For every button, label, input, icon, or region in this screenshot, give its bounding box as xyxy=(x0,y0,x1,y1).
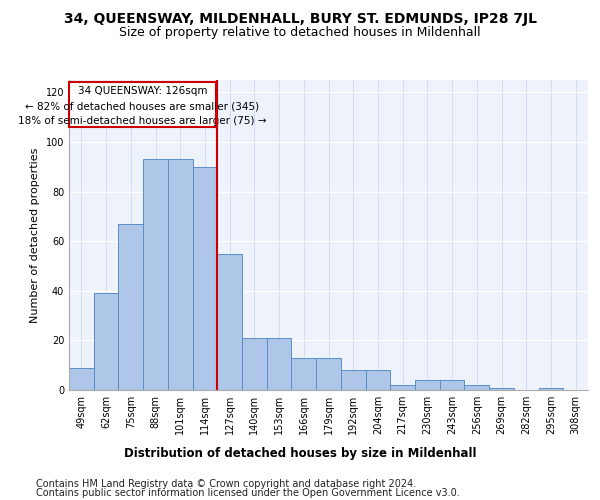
Text: 34 QUEENSWAY: 126sqm: 34 QUEENSWAY: 126sqm xyxy=(78,86,207,96)
Text: Contains HM Land Registry data © Crown copyright and database right 2024.: Contains HM Land Registry data © Crown c… xyxy=(36,479,416,489)
Text: 18% of semi-detached houses are larger (75) →: 18% of semi-detached houses are larger (… xyxy=(18,116,267,126)
Bar xyxy=(365,370,390,390)
Bar xyxy=(143,160,168,390)
Bar xyxy=(168,160,193,390)
Text: Distribution of detached houses by size in Mildenhall: Distribution of detached houses by size … xyxy=(124,448,476,460)
Bar xyxy=(390,385,415,390)
Bar xyxy=(267,338,292,390)
Text: ← 82% of detached houses are smaller (345): ← 82% of detached houses are smaller (34… xyxy=(25,101,260,111)
Bar xyxy=(341,370,365,390)
FancyBboxPatch shape xyxy=(69,82,216,127)
Bar xyxy=(539,388,563,390)
Bar xyxy=(316,358,341,390)
Bar xyxy=(440,380,464,390)
Bar xyxy=(94,294,118,390)
Bar xyxy=(489,388,514,390)
Text: Size of property relative to detached houses in Mildenhall: Size of property relative to detached ho… xyxy=(119,26,481,39)
Text: Contains public sector information licensed under the Open Government Licence v3: Contains public sector information licen… xyxy=(36,488,460,498)
Y-axis label: Number of detached properties: Number of detached properties xyxy=(30,148,40,322)
Bar xyxy=(69,368,94,390)
Bar xyxy=(217,254,242,390)
Bar xyxy=(193,167,217,390)
Bar xyxy=(292,358,316,390)
Bar xyxy=(415,380,440,390)
Text: 34, QUEENSWAY, MILDENHALL, BURY ST. EDMUNDS, IP28 7JL: 34, QUEENSWAY, MILDENHALL, BURY ST. EDMU… xyxy=(64,12,536,26)
Bar xyxy=(118,224,143,390)
Bar xyxy=(464,385,489,390)
Bar xyxy=(242,338,267,390)
